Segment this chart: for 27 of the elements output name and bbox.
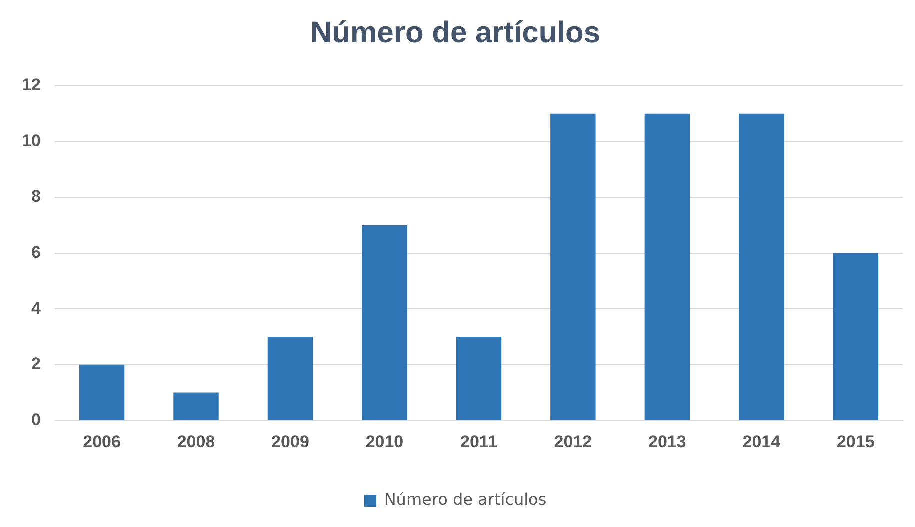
legend-label: Número de artículos <box>384 490 547 510</box>
bar <box>268 336 314 420</box>
y-tick-label: 6 <box>31 242 41 262</box>
x-tick-label: 2013 <box>648 432 686 452</box>
x-tick-label: 2008 <box>177 432 216 452</box>
y-tick-label: 0 <box>31 410 41 430</box>
bar <box>362 225 408 420</box>
bar <box>739 114 784 420</box>
bar <box>550 114 596 420</box>
bar <box>79 364 125 420</box>
x-tick-label: 2010 <box>366 432 404 452</box>
y-tick-label: 8 <box>31 187 41 206</box>
y-tick-label: 12 <box>22 76 41 95</box>
y-tick-label: 10 <box>22 131 41 150</box>
bar <box>174 392 219 420</box>
bar <box>644 114 690 420</box>
x-tick-label: 2014 <box>742 432 782 452</box>
x-tick-label: 2012 <box>554 432 592 452</box>
y-tick-label: 4 <box>31 298 42 318</box>
x-tick-label: 2011 <box>460 432 498 452</box>
chart-title: Número de artículos <box>310 16 601 50</box>
x-tick-label: 2015 <box>836 432 875 452</box>
y-tick-label: 2 <box>31 354 41 374</box>
x-tick-label: 2009 <box>272 432 310 452</box>
bar <box>833 253 878 420</box>
bar <box>456 336 502 420</box>
x-tick-label: 2006 <box>83 432 121 452</box>
